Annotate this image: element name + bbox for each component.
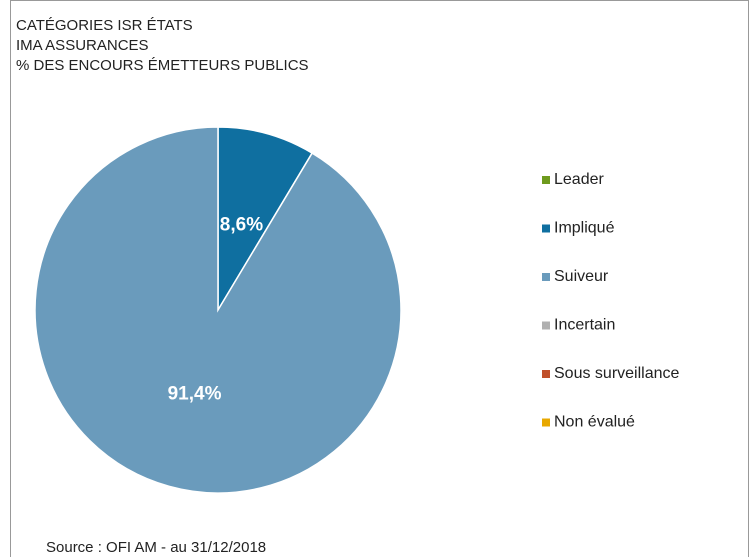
pie-slice	[217, 126, 314, 313]
legend-label: Impliqué	[554, 220, 615, 237]
legend-label: Non évalué	[554, 414, 635, 431]
data-label: 91,4%	[168, 384, 222, 405]
legend-label: Incertain	[554, 317, 615, 334]
legend-label: Leader	[554, 171, 604, 188]
legend-swatch	[542, 176, 550, 184]
legend-swatch	[542, 418, 550, 427]
data-label: 8,6%	[220, 214, 263, 235]
pie-slice	[34, 126, 402, 494]
legend-label: Sous surveillance	[554, 365, 680, 382]
legend-label: Suiveur	[554, 268, 609, 285]
legend-swatch	[542, 321, 550, 330]
source: Source : OFI AM - au 31/12/2018	[46, 539, 266, 556]
chart-title: IMA ASSURANCES	[16, 37, 149, 54]
chart-title: CATÉGORIES ISR ÉTATS	[16, 17, 193, 34]
legend-swatch	[542, 224, 550, 233]
legend-swatch	[542, 273, 550, 281]
legend-swatch	[542, 370, 550, 378]
frame	[10, 0, 749, 557]
chart-title: % DES ENCOURS ÉMETTEURS PUBLICS	[16, 57, 309, 74]
